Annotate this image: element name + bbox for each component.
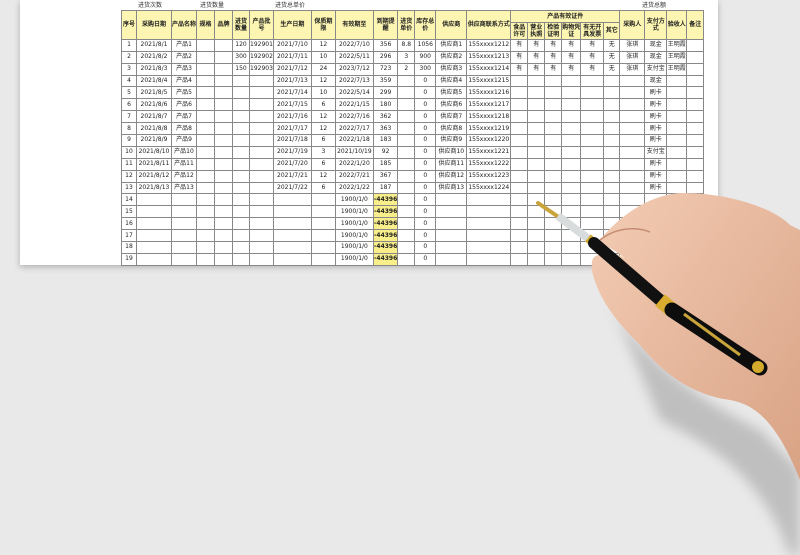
table-cell[interactable]: 供应商6 — [435, 98, 468, 112]
table-cell[interactable] — [686, 98, 705, 112]
column-header[interactable]: 产品批号 — [249, 10, 274, 40]
table-cell[interactable]: 有 — [527, 62, 546, 76]
table-cell[interactable] — [686, 110, 705, 124]
column-header[interactable]: 进货数量 — [232, 10, 250, 40]
table-cell[interactable] — [232, 110, 250, 124]
table-cell[interactable]: 180 — [372, 98, 399, 112]
column-header[interactable]: 营业执照 — [527, 21, 546, 40]
table-cell[interactable]: -44396 — [372, 193, 399, 207]
table-cell[interactable]: 2021/8/7 — [136, 110, 172, 124]
table-cell[interactable]: 359 — [372, 74, 399, 88]
table-row: 5 2021/8/5 产品5 2021/7/14 10 2022/5/14 299 0 供应商5… — [121, 86, 705, 100]
fountain-pen — [536, 201, 768, 376]
table-cell[interactable]: 2022/5/14 — [334, 86, 374, 100]
table-cell[interactable]: 2021/7/16 — [272, 110, 312, 124]
table-cell[interactable]: 2021/8/3 — [136, 62, 172, 76]
table-cell[interactable]: 2021/7/13 — [272, 74, 312, 88]
table-cell[interactable]: 0 — [414, 98, 437, 112]
table-cell[interactable]: 723 — [372, 62, 399, 76]
column-header[interactable]: 备注 — [686, 10, 705, 40]
table-cell[interactable] — [232, 86, 250, 100]
table-row: 9 2021/8/9 产品9 2021/7/18 6 2022/1/18 183 0 供应商9 1… — [121, 134, 705, 147]
column-header[interactable]: 生产日期 — [272, 10, 312, 40]
table-cell[interactable]: 有 — [580, 62, 605, 76]
column-header[interactable]: 购物凭证 — [561, 21, 582, 40]
column-header[interactable]: 品牌 — [214, 10, 233, 40]
table-cell[interactable]: 299 — [372, 86, 399, 100]
column-header[interactable]: 采购日期 — [136, 10, 172, 40]
table-cell[interactable]: 92 — [372, 145, 399, 159]
table-row: 7 2021/8/7 产品7 2021/7/16 12 2022/7/16 362 0 供应商7… — [121, 110, 705, 124]
table-row: 6 2021/8/6 产品6 2021/7/15 6 2022/1/15 180 0 供应商6 1… — [121, 98, 705, 112]
finger-line — [599, 227, 651, 241]
column-header[interactable]: 有效期至 — [334, 10, 374, 40]
table-cell[interactable]: 1900/1/0 — [334, 252, 374, 266]
hand — [591, 192, 800, 480]
table-row: 13 2021/8/13 产品13 2021/7/22 6 2022/1/22 187 0 供应… — [121, 181, 705, 195]
table-cell[interactable]: 362 — [372, 110, 399, 124]
summary-label: 进货数量 — [200, 2, 225, 9]
summary-labels: 进货次数 进货数量 进货总单价 进货总额 — [20, 0, 718, 10]
column-header[interactable]: 产品名称 — [171, 10, 197, 40]
table-cell[interactable]: 296 — [372, 50, 399, 64]
column-header[interactable]: 序号 — [121, 10, 137, 40]
column-header[interactable]: 支付方式 — [644, 10, 668, 40]
column-header[interactable]: 保质期限 — [310, 10, 336, 40]
table-cell[interactable]: 2021/7/14 — [272, 86, 312, 100]
table-row: 12 2021/8/12 产品12 2021/7/21 12 2022/7/21 367 0 供… — [121, 169, 705, 183]
table-cell[interactable]: -44396 — [372, 252, 399, 266]
summary-label: 进货总单价 — [275, 2, 306, 9]
table-cell[interactable] — [232, 252, 250, 266]
column-header[interactable]: 库存总价 — [414, 10, 437, 40]
table-cell[interactable]: 有 — [510, 62, 529, 76]
table-cell[interactable]: 150 — [232, 62, 250, 76]
table-cell[interactable]: 2022/1/15 — [334, 98, 374, 112]
table-cell[interactable]: 2021/8/4 — [136, 74, 172, 88]
column-header[interactable]: 规格 — [196, 10, 215, 40]
table-cell[interactable] — [686, 62, 705, 76]
table-cell[interactable]: 供应商7 — [435, 110, 468, 124]
column-header[interactable]: 到期提醒 — [372, 10, 399, 40]
table-cell[interactable] — [232, 74, 250, 88]
table-row: 2 2021/8/2 产品2 300 192902 2021/7/11 10 2022/5/1… — [121, 50, 705, 64]
table-row: 4 2021/8/4 产品4 2021/7/13 12 2022/7/13 359 0 供应商4… — [121, 74, 705, 88]
summary-label: 进货总额 — [642, 2, 667, 9]
table-row: 10 2021/8/10 产品10 2021/7/19 3 2021/10/19 92 0 供应… — [121, 145, 705, 159]
column-header[interactable]: 供应商 — [435, 10, 468, 40]
column-header[interactable]: 进货单价 — [397, 10, 416, 40]
table-cell[interactable]: 155xxxx1218 — [466, 110, 512, 124]
table-cell[interactable] — [686, 86, 705, 100]
summary-label: 进货次数 — [138, 2, 163, 9]
table-row: 1 2021/8/1 产品1 120 192901 2021/7/10 12 2022/7/1… — [121, 38, 705, 52]
table-cell[interactable]: 3 — [121, 62, 137, 76]
column-header[interactable]: 验收人 — [666, 10, 688, 40]
column-header[interactable]: 其它 — [603, 21, 621, 40]
column-header[interactable]: 供应商联系方式 — [466, 10, 512, 40]
column-header[interactable]: 有无开具发票 — [580, 21, 605, 40]
table-cell[interactable] — [686, 74, 705, 88]
table-cell[interactable]: 300 — [232, 50, 250, 64]
column-header[interactable]: 采购人 — [619, 10, 646, 40]
table-cell[interactable] — [232, 98, 250, 112]
table-row: 3 2021/8/3 产品3 150 192903 2021/7/12 24 2023/7/1… — [121, 62, 705, 76]
